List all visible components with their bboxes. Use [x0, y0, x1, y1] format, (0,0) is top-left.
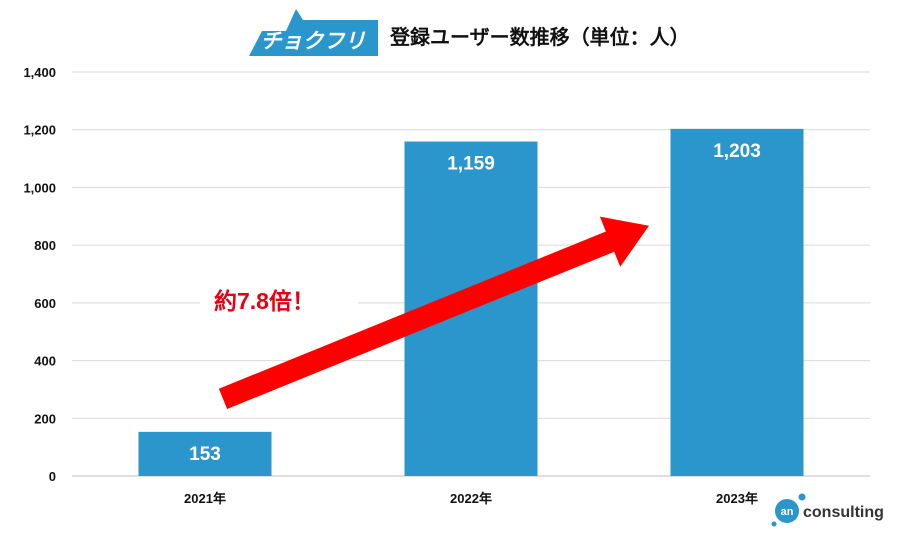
bar-data-label: 153 — [189, 444, 221, 465]
brand-logo-text: チョクフリ — [261, 30, 366, 53]
y-tick-label: 800 — [34, 238, 56, 253]
x-axis-ticks: 2021年 2022年 2023年 — [184, 491, 758, 506]
trend-arrow-shape — [218, 216, 649, 409]
chart-title: 登録ユーザー数推移（単位：人） — [389, 25, 690, 49]
y-tick-label: 0 — [49, 469, 56, 484]
footer-brand-dot — [798, 493, 806, 501]
y-axis-ticks: 0 200 400 600 800 1,000 1,200 1,400 — [23, 65, 56, 484]
brand-logo: チョクフリ — [249, 9, 378, 56]
annotation-text: 約7.8倍！ — [214, 288, 315, 314]
y-tick-label: 1,200 — [23, 123, 56, 138]
annotation-bg — [200, 280, 358, 322]
y-tick-label: 600 — [34, 296, 56, 311]
footer-brand-mark — [775, 499, 799, 523]
trend-arrow — [218, 216, 649, 409]
x-tick-label: 2023年 — [716, 491, 758, 506]
footer-brand-name: consulting — [803, 504, 884, 521]
footer-brand-mark-text: an — [781, 506, 794, 518]
y-tick-label: 200 — [34, 411, 56, 426]
bar-data-label: 1,159 — [447, 154, 495, 175]
x-tick-label: 2022年 — [450, 491, 492, 506]
y-tick-label: 400 — [34, 354, 56, 369]
y-tick-label: 1,400 — [23, 65, 56, 80]
y-tick-label: 1,000 — [23, 180, 56, 195]
footer-brand: an consulting — [771, 493, 884, 527]
x-tick-label: 2021年 — [184, 491, 226, 506]
bar — [138, 431, 272, 476]
brand-logo-badge — [249, 9, 378, 56]
bar-data-label: 1,203 — [713, 141, 761, 162]
bar — [670, 128, 804, 476]
footer-brand-dot-small — [771, 521, 777, 527]
